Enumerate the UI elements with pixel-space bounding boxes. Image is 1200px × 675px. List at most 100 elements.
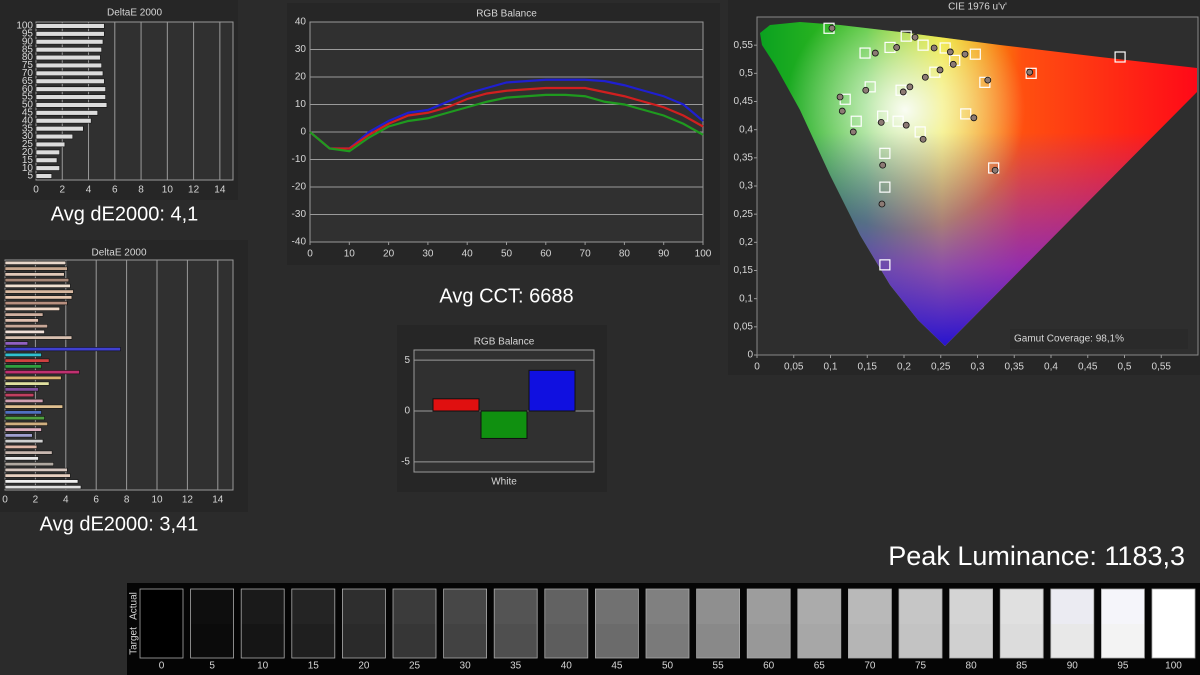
x-tick-label: 0,5: [1118, 362, 1132, 373]
bar: [4, 312, 44, 317]
measured-point: [902, 121, 910, 129]
swatch-actual: [544, 589, 588, 624]
swatch-actual: [747, 589, 791, 624]
target-point: [859, 47, 871, 59]
bar: [35, 173, 53, 179]
y-tick-label: 0: [300, 127, 306, 138]
bar: [35, 86, 106, 92]
bar: [4, 306, 61, 311]
y-tick-label: 0,35: [734, 152, 754, 163]
bar: [4, 364, 42, 369]
y-tick-label: 0: [404, 406, 410, 417]
swatch-label: 60: [763, 661, 775, 672]
measured-point: [1026, 68, 1034, 76]
bar: [4, 398, 44, 403]
plot-area: [4, 259, 234, 491]
bar: [35, 165, 60, 171]
swatch-label: 20: [358, 661, 370, 672]
y-tick-label: 0,15: [734, 265, 754, 276]
bar: [4, 462, 54, 467]
bar: [4, 329, 45, 334]
swatch-actual: [696, 589, 740, 624]
target-point: [864, 81, 876, 93]
measured-point: [836, 93, 844, 101]
y-tick-label: 5: [404, 355, 410, 366]
bar: [480, 410, 528, 439]
bar: [4, 450, 53, 455]
target-point: [960, 108, 972, 120]
swatch-border: [999, 588, 1044, 659]
bar: [4, 433, 33, 438]
target-point: [1114, 51, 1126, 63]
y-tick-label: 40: [22, 115, 34, 126]
target-point: [939, 42, 951, 54]
swatch-label: 75: [915, 661, 927, 672]
swatch-actual: [241, 589, 285, 624]
bar: [35, 70, 104, 77]
swatch-border: [949, 588, 993, 659]
target-point: [879, 181, 891, 193]
swatch-label: 35: [510, 661, 522, 672]
bar: [4, 260, 67, 265]
x-tick-label: 12: [182, 495, 194, 506]
x-tick-label: 20: [383, 249, 395, 260]
peak-luminance: Peak Luminance: 1183,3: [888, 541, 1185, 571]
swatch-actual: [899, 589, 942, 624]
y-tick-label: 40: [295, 17, 307, 28]
swatch-target: [848, 624, 892, 658]
bar: [4, 301, 68, 306]
swatch-label: 50: [662, 661, 674, 672]
y-tick-label: 0,25: [734, 209, 754, 220]
target-point: [879, 259, 891, 271]
x-tick-label: 4: [63, 495, 69, 506]
swatch-actual: [595, 589, 639, 624]
bar: [35, 54, 101, 61]
measured-point: [921, 73, 929, 81]
y-tick-label: 60: [22, 84, 34, 95]
swatch-border: [240, 588, 285, 659]
swatch-label: 15: [308, 661, 320, 672]
x-tick-label: 10: [151, 495, 163, 506]
x-tick-label: 0,45: [1078, 362, 1098, 373]
bar: [4, 375, 62, 380]
swatch-actual: [342, 589, 386, 624]
bar: [4, 473, 71, 478]
swatch-target: [747, 624, 791, 658]
y-tick-label: 0,4: [739, 124, 753, 135]
bar: [35, 157, 58, 163]
chart-subtitle: Avg dE2000: 3,41: [40, 513, 199, 535]
bar: [35, 125, 84, 132]
measured-point: [879, 161, 887, 169]
swatch-target: [1000, 624, 1044, 658]
bar: [4, 485, 82, 490]
bar: [35, 141, 66, 148]
bar: [4, 404, 64, 409]
swatch-label: 55: [713, 661, 725, 672]
x-tick-label: 2: [59, 185, 65, 196]
swatch-label: 95: [1117, 661, 1129, 672]
bar: [4, 341, 29, 346]
bar: [35, 149, 60, 156]
y-tick-label: 70: [22, 68, 34, 79]
swatch-border: [392, 588, 437, 659]
y-tick-label: -20: [292, 182, 307, 193]
bar: [4, 479, 79, 484]
swatch-target: [646, 624, 689, 658]
y-tick-label: 10: [295, 99, 307, 110]
swatch-border: [746, 588, 791, 659]
swatch-target: [899, 624, 942, 658]
bar: [4, 289, 74, 294]
y-tick-label: 85: [22, 44, 34, 55]
swatch-label: 5: [209, 661, 215, 672]
x-tick-label: 10: [162, 185, 174, 196]
bar: [4, 410, 42, 415]
x-tick-label: 40: [462, 249, 474, 260]
bar: [35, 31, 105, 37]
x-tick-label: 6: [93, 495, 99, 506]
target-point: [900, 30, 912, 42]
swatch-border: [797, 588, 842, 659]
swatch-actual: [1000, 589, 1044, 624]
target-point: [969, 48, 981, 60]
